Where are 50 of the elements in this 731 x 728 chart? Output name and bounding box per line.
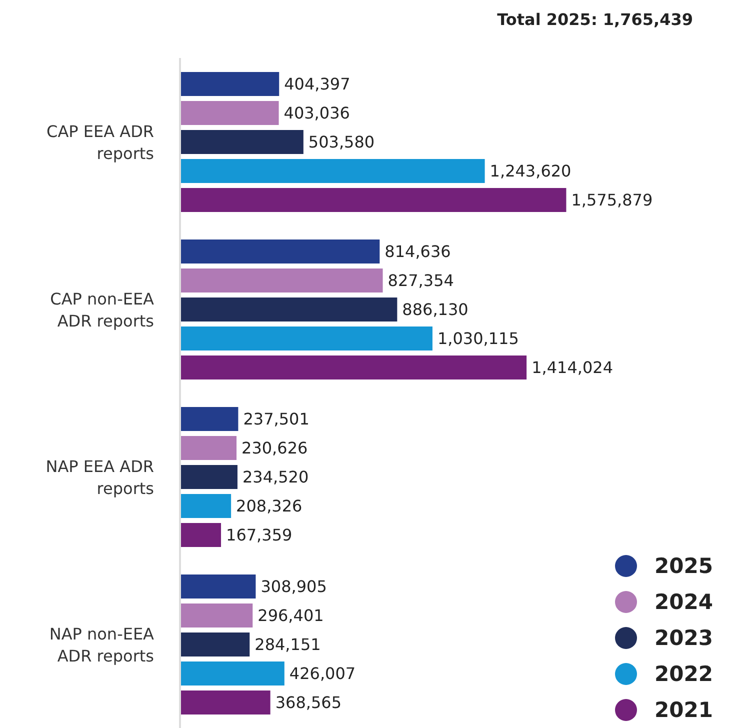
data-label: 404,397 [284,74,350,94]
data-label: 403,036 [284,104,350,123]
data-label: 308,905 [260,577,327,596]
data-label: 1,030,115 [437,329,519,348]
data-label: 814,636 [384,242,451,262]
y-tick-label: CAP EEA ADR reports [46,121,154,162]
data-label: 284,151 [254,635,321,654]
bar [180,188,566,212]
data-label: 426,007 [289,664,356,684]
bar [180,159,485,183]
data-label: 503,580 [308,132,375,152]
data-label: 368,565 [275,693,342,712]
bar [180,465,238,489]
data-label: 1,575,879 [571,190,653,210]
data-label: 296,401 [258,606,324,626]
data-label: 237,501 [243,410,310,429]
legend-label: 2022 [654,662,713,686]
y-tick-label: CAP non-EEA ADR reports [50,288,154,330]
data-label: 234,520 [242,468,309,487]
bar [180,240,380,264]
bar [180,130,304,154]
data-label: 208,326 [236,496,302,516]
bar [180,326,432,350]
bar [180,436,237,460]
legend-label: 2025 [654,554,713,578]
bar [180,101,279,125]
legend-label: 2023 [654,626,713,650]
y-tick-label: NAP non-EEA ADR reports [49,624,154,665]
bar [180,298,398,322]
bar [180,494,232,518]
bar [180,72,280,96]
bar [180,356,527,380]
bar [180,523,222,547]
data-label: 1,243,620 [490,162,572,181]
data-label: 1,414,024 [532,358,613,378]
data-label: 886,130 [402,300,468,320]
data-label: 230,626 [242,438,308,458]
bar [180,268,383,292]
legend-label: 2024 [654,590,713,614]
bar [180,662,284,686]
data-label: 167,359 [226,526,292,545]
chart-title: Total 2025: 1,765,439 [496,9,694,31]
bar [180,632,250,656]
data-label: 827,354 [388,271,454,290]
bar [180,574,256,598]
legend-label: 2021 [654,698,713,722]
y-tick-label: NAP EEA ADR reports [46,456,154,498]
bar [180,407,238,431]
bar [180,604,253,628]
bar [180,690,270,714]
